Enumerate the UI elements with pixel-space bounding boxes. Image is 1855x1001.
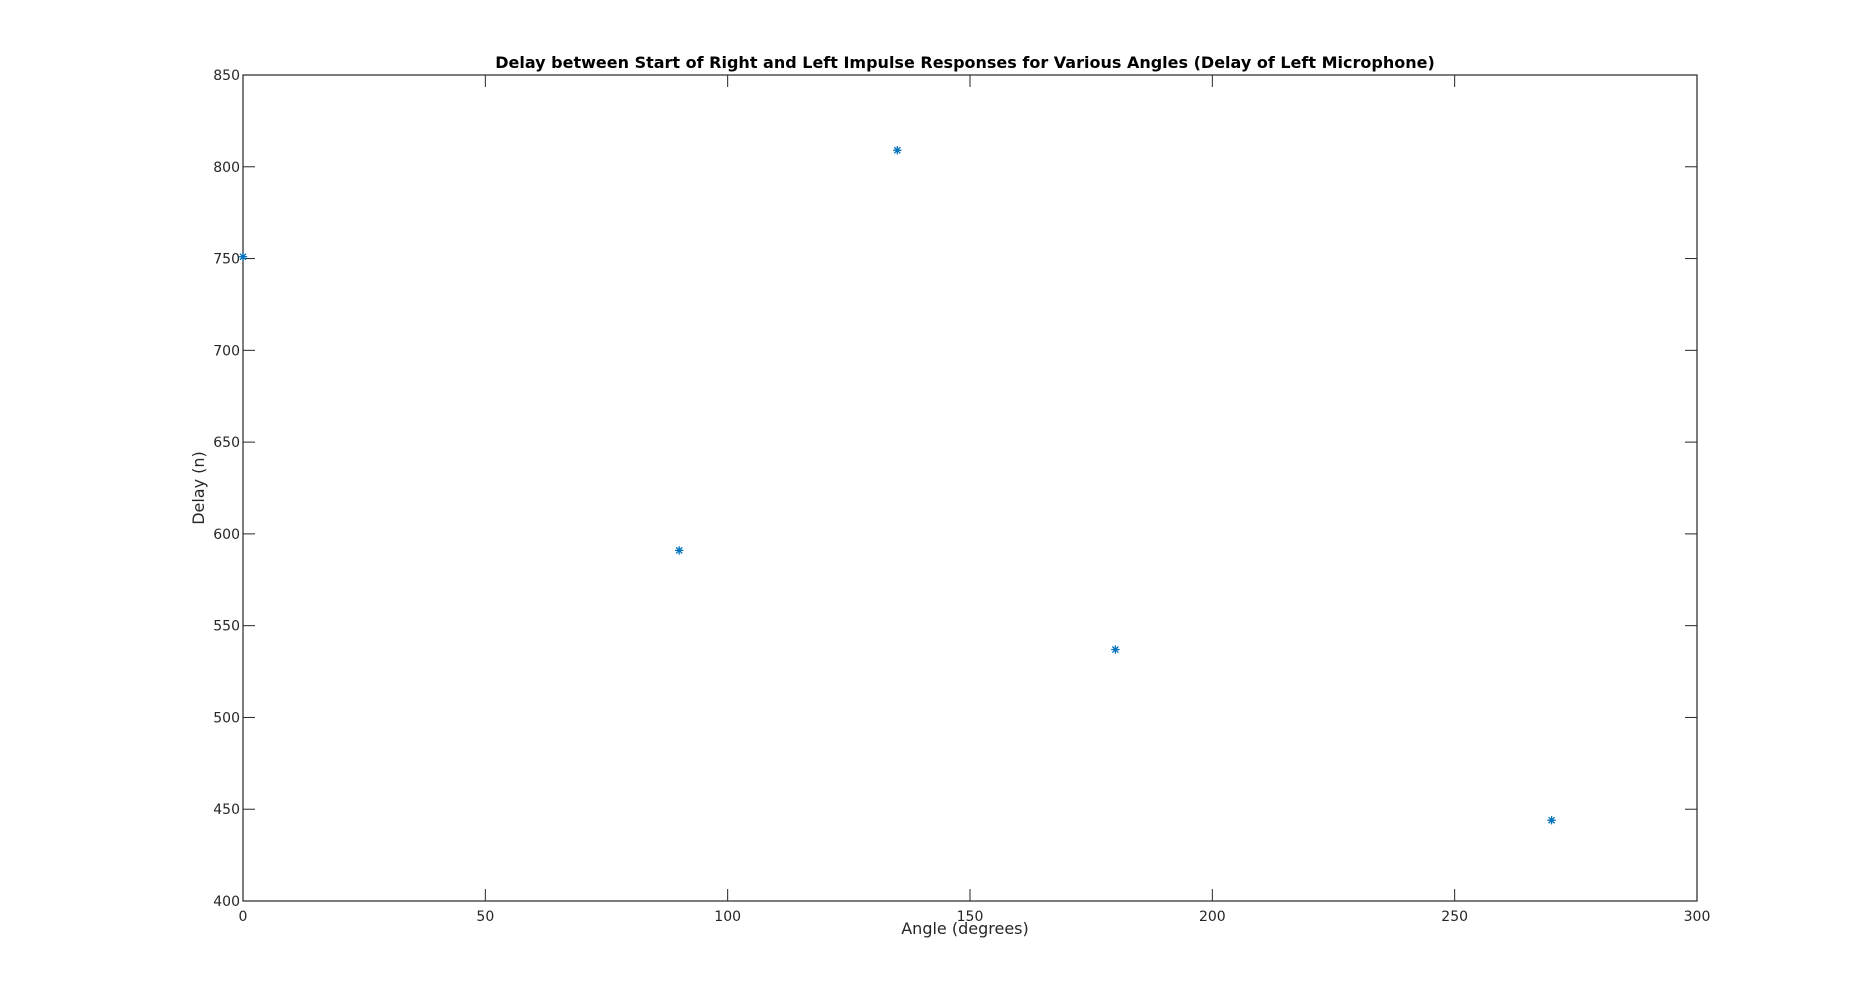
y-tick-label: 400 — [213, 894, 240, 910]
chart-title: Delay between Start of Right and Left Im… — [495, 53, 1435, 72]
y-tick-label: 500 — [213, 710, 240, 726]
x-tick-label: 300 — [1684, 909, 1711, 925]
y-tick-label: 850 — [213, 68, 240, 84]
x-tick-label: 150 — [957, 909, 984, 925]
y-tick-label: 550 — [213, 619, 240, 635]
y-axis-label: Delay (n) — [189, 451, 208, 525]
x-tick-label: 100 — [714, 909, 741, 925]
data-point — [893, 146, 902, 155]
y-tick-label: 450 — [213, 802, 240, 818]
x-tick-label: 250 — [1441, 909, 1468, 925]
y-tick-label: 800 — [213, 160, 240, 176]
y-tick-label: 700 — [213, 343, 240, 359]
x-tick-label: 50 — [476, 909, 494, 925]
y-tick-label: 600 — [213, 527, 240, 543]
plot-area: 0 50 100 150 200 250 300 400 450 500 550 600 650 700 7… — [213, 68, 1710, 925]
data-point — [1547, 816, 1556, 825]
x-tick-label: 200 — [1199, 909, 1226, 925]
data-point — [1111, 645, 1120, 654]
data-point — [238, 252, 248, 261]
y-tick-label: 650 — [213, 435, 240, 451]
x-tick-label: 0 — [239, 909, 248, 925]
x-axis-label: Angle (degrees) — [901, 919, 1029, 938]
data-point — [675, 546, 684, 555]
y-tick-label: 750 — [213, 252, 240, 268]
